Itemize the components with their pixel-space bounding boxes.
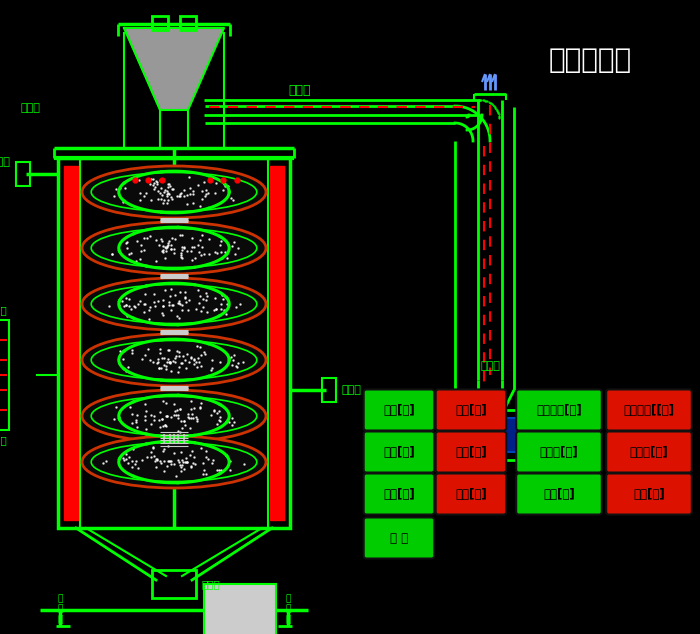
FancyBboxPatch shape — [435, 432, 506, 472]
FancyBboxPatch shape — [364, 389, 434, 430]
Ellipse shape — [82, 222, 266, 274]
Text: 出蒸气: 出蒸气 — [342, 385, 362, 395]
FancyBboxPatch shape — [364, 474, 434, 515]
Text: 加料[关]: 加料[关] — [455, 403, 487, 417]
Ellipse shape — [82, 278, 266, 330]
Bar — [322, 378, 336, 402]
Bar — [152, 570, 196, 598]
Text: 蒸气[关]: 蒸气[关] — [455, 446, 487, 458]
Text: 引风排湿[开]: 引风排湿[开] — [536, 403, 582, 417]
Text: 搅叶[开]: 搅叶[开] — [383, 488, 415, 500]
Bar — [204, 584, 276, 634]
Text: 引风排湿[[关]: 引风排湿[[关] — [624, 403, 675, 417]
FancyBboxPatch shape — [435, 474, 506, 515]
Ellipse shape — [82, 390, 266, 442]
Text: 进蒸气: 进蒸气 — [0, 157, 10, 167]
FancyBboxPatch shape — [606, 474, 692, 515]
Text: 出料[开]: 出料[开] — [543, 488, 575, 500]
Text: 搅叶[关]: 搅叶[关] — [455, 488, 487, 500]
Bar — [152, 16, 168, 30]
Ellipse shape — [82, 436, 266, 488]
Bar — [64, 166, 78, 520]
Text: 后
视
图: 后 视 图 — [286, 594, 290, 624]
Text: 引风机: 引风机 — [480, 361, 500, 371]
Text: 出料[关]: 出料[关] — [633, 488, 665, 500]
Text: 盘式干燥机: 盘式干燥机 — [548, 46, 631, 74]
Bar — [180, 16, 196, 30]
Bar — [16, 162, 30, 186]
FancyBboxPatch shape — [516, 474, 602, 515]
FancyBboxPatch shape — [516, 432, 602, 472]
FancyBboxPatch shape — [435, 389, 506, 430]
Bar — [58, 158, 290, 528]
Text: 加料[开]: 加料[开] — [383, 403, 415, 417]
Text: 前
视
图: 前 视 图 — [57, 594, 63, 624]
Text: 热空气[开]: 热空气[开] — [540, 446, 578, 458]
FancyBboxPatch shape — [364, 517, 434, 559]
Text: 热媒进: 热媒进 — [0, 305, 8, 315]
Ellipse shape — [82, 166, 266, 218]
Polygon shape — [124, 28, 224, 110]
Bar — [492, 418, 520, 452]
Bar — [450, 410, 530, 460]
Bar — [0, 320, 9, 430]
FancyBboxPatch shape — [516, 389, 602, 430]
Text: 出料口: 出料口 — [202, 579, 220, 589]
Bar — [458, 418, 486, 452]
Bar — [270, 166, 284, 520]
Text: 热媒出: 热媒出 — [0, 435, 8, 445]
Text: 加料机: 加料机 — [20, 103, 40, 113]
FancyBboxPatch shape — [606, 432, 692, 472]
Text: 蒸气[开]: 蒸气[开] — [383, 446, 415, 458]
Text: 排湿口: 排湿口 — [288, 84, 312, 96]
FancyBboxPatch shape — [606, 389, 692, 430]
Text: 退 出: 退 出 — [390, 531, 408, 545]
Text: 热空气[关]: 热空气[关] — [629, 446, 668, 458]
FancyBboxPatch shape — [364, 432, 434, 472]
Ellipse shape — [82, 334, 266, 386]
